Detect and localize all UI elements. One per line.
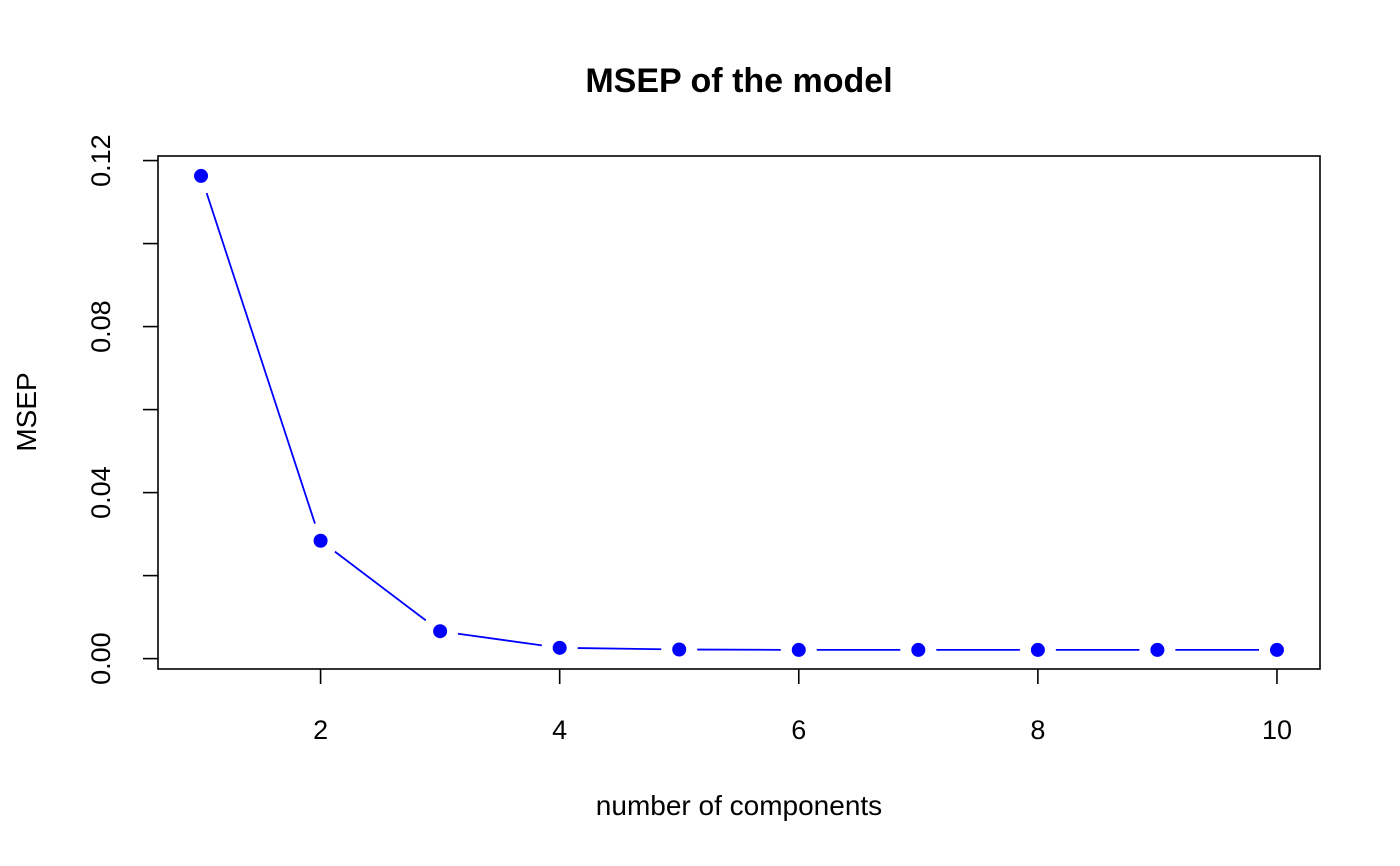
x-axis-label: number of components	[596, 790, 882, 821]
data-point-10	[1269, 642, 1284, 657]
y-tick-label-0: 0.00	[86, 632, 116, 685]
y-axis-label: MSEP	[11, 372, 42, 451]
data-point-9	[1150, 642, 1165, 657]
y-tick-label-2: 0.04	[86, 466, 116, 519]
x-tick-label-8: 8	[1030, 715, 1045, 745]
x-tick-label-6: 6	[791, 715, 806, 745]
data-point-2	[313, 533, 328, 548]
x-axis: 2 4 6 8 10	[313, 669, 1292, 745]
data-point-7	[911, 642, 926, 657]
series-segment-2	[334, 550, 427, 622]
y-tick-label-6: 0.12	[86, 134, 116, 187]
y-axis: 0.00 0.04 0.08 0.12	[86, 134, 158, 685]
series-segment-1	[205, 192, 316, 524]
data-point-1	[194, 168, 209, 183]
series-group	[194, 168, 1284, 657]
chart-title: MSEP of the model	[585, 62, 892, 100]
plot-frame	[157, 155, 1321, 670]
data-point-3	[433, 624, 448, 639]
series-segment-3	[457, 632, 542, 647]
data-point-4	[552, 640, 567, 655]
y-tick-label-4: 0.08	[86, 300, 116, 353]
x-tick-label-4: 4	[552, 715, 567, 745]
data-point-8	[1030, 642, 1045, 657]
data-point-6	[791, 642, 806, 657]
x-tick-label-2: 2	[313, 715, 328, 745]
series-segment-4	[577, 647, 662, 651]
x-tick-label-10: 10	[1262, 715, 1292, 745]
data-point-5	[672, 642, 687, 657]
